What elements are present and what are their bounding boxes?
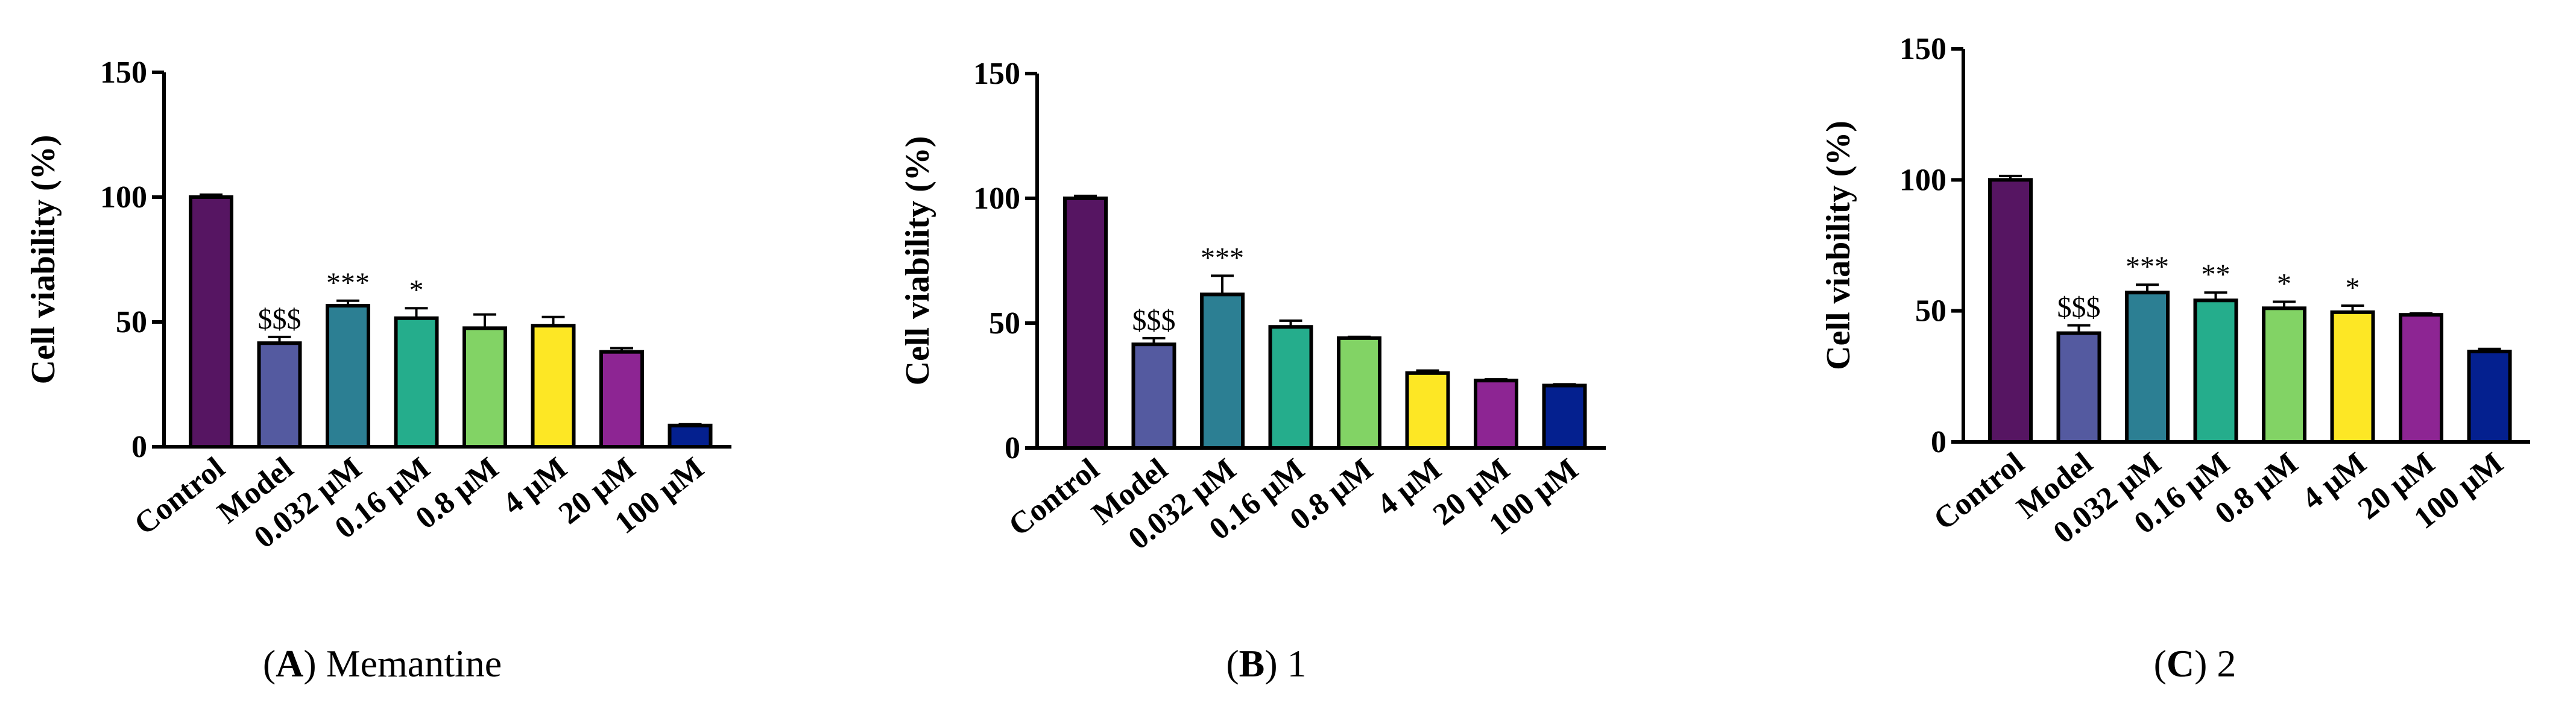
bar-100-m — [1542, 383, 1587, 450]
y-tick-label: 150 — [100, 55, 147, 90]
bar-control — [1063, 197, 1108, 450]
bar-4-m — [2330, 310, 2375, 444]
panel-letter: C — [2167, 642, 2194, 685]
panel-letter: B — [1239, 642, 1265, 685]
significance-label: $$$ — [1132, 304, 1176, 336]
bar-4-m — [1405, 371, 1450, 450]
bar-control — [189, 195, 233, 449]
significance-label: * — [2277, 268, 2291, 300]
bar-0-032-m — [1200, 292, 1245, 450]
bar-0-032-m — [2125, 291, 2170, 444]
y-tick-label: 0 — [131, 430, 147, 464]
y-tick-label: 0 — [1005, 431, 1020, 465]
x-tick-label: Control — [1002, 452, 1105, 543]
panel-caption: (A) Memantine — [263, 642, 502, 685]
y-tick-label: 100 — [973, 181, 1020, 216]
bar-0-16-m — [1268, 325, 1313, 450]
bar-4-m — [531, 324, 576, 449]
bar-model — [2056, 331, 2101, 444]
bar-model — [257, 341, 302, 449]
y-tick-label: 50 — [989, 306, 1020, 341]
bar-model — [1131, 342, 1176, 450]
x-tick-label: Control — [128, 451, 231, 542]
significance-label: $$$ — [258, 303, 301, 335]
significance-label: $$$ — [2057, 292, 2101, 324]
panel-caption: (C) 2 — [2154, 642, 2237, 685]
bar-20-m — [1474, 379, 1518, 450]
bar-0-032-m — [326, 304, 370, 449]
y-tick-label: 150 — [973, 57, 1020, 91]
panel-caption-text: 2 — [2217, 642, 2236, 685]
significance-label: * — [2346, 272, 2360, 304]
bar-100-m — [668, 423, 713, 449]
y-tick-label: 50 — [116, 305, 147, 339]
y-axis-label: Cell viability (%) — [899, 136, 936, 386]
y-tick-label: 150 — [1899, 32, 1946, 66]
bar-0-8-m — [1337, 336, 1381, 450]
panel-caption-text: 1 — [1287, 642, 1307, 685]
panel-caption-text: Memantine — [326, 642, 502, 685]
y-axis-label: Cell viability (%) — [25, 135, 62, 385]
bar-control — [1988, 178, 2033, 444]
y-tick-label: 100 — [1899, 163, 1946, 197]
panel-caption: (B) 1 — [1226, 642, 1306, 685]
y-tick-label: 100 — [100, 180, 147, 215]
y-axis-label: Cell viability (%) — [1820, 121, 1857, 370]
bar-0-8-m — [462, 326, 507, 449]
y-tick-label: 0 — [1931, 425, 1946, 459]
bar-0-16-m — [394, 316, 439, 449]
bar-20-m — [2399, 313, 2443, 444]
significance-label: * — [409, 274, 424, 306]
y-tick-label: 50 — [1915, 294, 1946, 329]
bar-20-m — [599, 350, 644, 449]
x-tick-label: Control — [1927, 446, 2030, 537]
significance-label: ** — [2202, 259, 2230, 291]
panel-letter: A — [276, 642, 303, 685]
significance-label: *** — [2126, 251, 2169, 283]
bar-0-16-m — [2193, 298, 2238, 444]
significance-label: *** — [1201, 242, 1244, 274]
bar-0-8-m — [2262, 306, 2306, 444]
significance-label: *** — [326, 267, 370, 299]
bar-100-m — [2467, 350, 2512, 444]
